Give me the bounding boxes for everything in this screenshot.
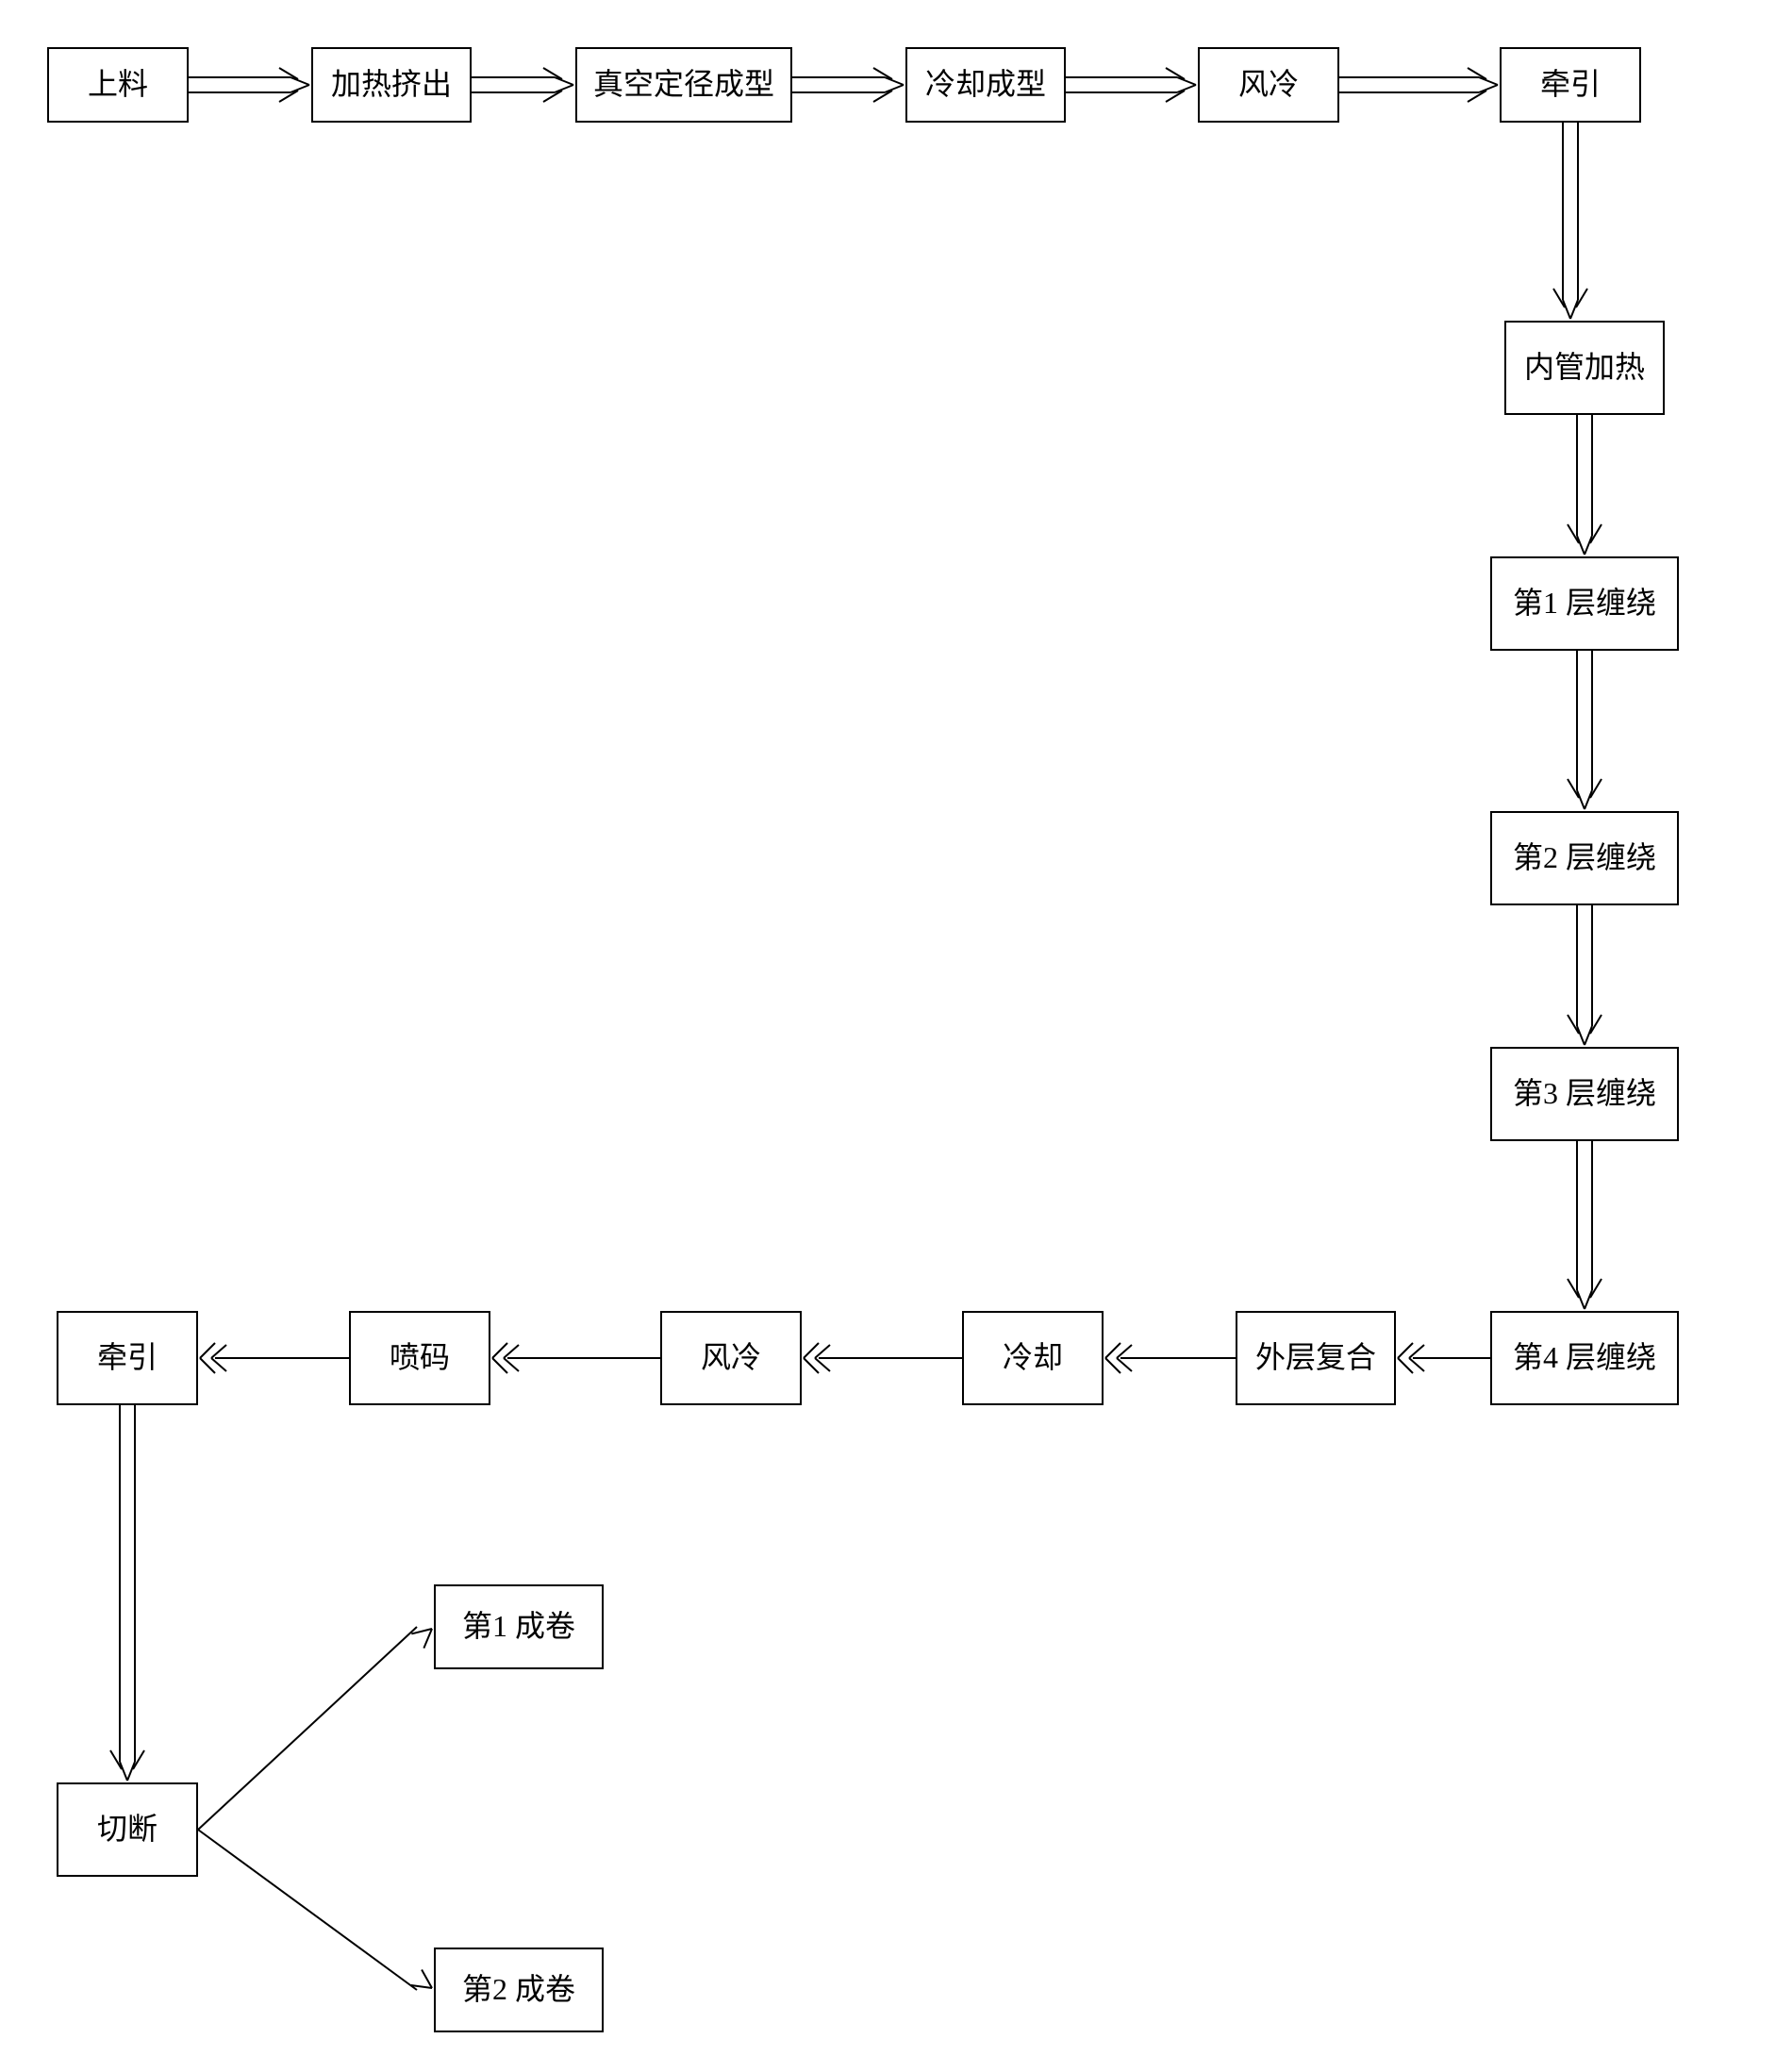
node-label: 第4 层缠绕	[1513, 1341, 1656, 1374]
node-label: 第1 成卷	[462, 1610, 575, 1643]
node-label: 第2 成卷	[462, 1973, 575, 2006]
node-label: 第2 层缠绕	[1513, 841, 1656, 874]
node-n4: 冷却成型	[905, 47, 1066, 123]
node-label: 冷却	[1003, 1341, 1063, 1374]
node-label: 喷码	[390, 1341, 450, 1374]
node-n16: 牵引	[57, 1311, 198, 1405]
node-label: 上料	[88, 68, 148, 101]
node-n8: 第1 层缠绕	[1490, 556, 1679, 651]
node-label: 风冷	[701, 1341, 761, 1374]
node-label: 外层复合	[1255, 1341, 1376, 1374]
node-n6: 牵引	[1500, 47, 1641, 123]
node-n15: 喷码	[349, 1311, 490, 1405]
node-label: 风冷	[1238, 68, 1299, 101]
node-n7: 内管加热	[1504, 321, 1665, 415]
node-n3: 真空定径成型	[575, 47, 792, 123]
node-n1: 上料	[47, 47, 189, 123]
node-label: 牵引	[97, 1341, 158, 1374]
node-label: 内管加热	[1524, 351, 1645, 384]
node-label: 真空定径成型	[593, 68, 774, 101]
node-n5: 风冷	[1198, 47, 1339, 123]
node-n14: 风冷	[660, 1311, 802, 1405]
node-n17: 切断	[57, 1782, 198, 1877]
node-n13: 冷却	[962, 1311, 1104, 1405]
node-n11: 第4 层缠绕	[1490, 1311, 1679, 1405]
node-n19: 第2 成卷	[434, 1948, 604, 2032]
node-label: 加热挤出	[331, 68, 452, 101]
node-label: 牵引	[1540, 68, 1601, 101]
node-n10: 第3 层缠绕	[1490, 1047, 1679, 1141]
node-n2: 加热挤出	[311, 47, 472, 123]
node-label: 第3 层缠绕	[1513, 1077, 1656, 1110]
node-n12: 外层复合	[1236, 1311, 1396, 1405]
node-label: 冷却成型	[925, 68, 1046, 101]
node-label: 第1 层缠绕	[1513, 587, 1656, 620]
node-label: 切断	[97, 1813, 158, 1846]
flowchart-canvas: 上料加热挤出真空定径成型冷却成型风冷牵引内管加热第1 层缠绕第2 层缠绕第3 层…	[19, 19, 1776, 2053]
node-n18: 第1 成卷	[434, 1584, 604, 1669]
node-n9: 第2 层缠绕	[1490, 811, 1679, 905]
